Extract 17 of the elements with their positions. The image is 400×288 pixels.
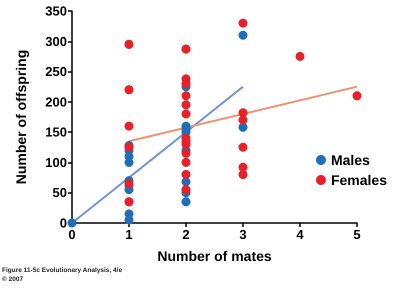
y-tick-label: 100 (45, 154, 67, 170)
x-tick-label: 4 (296, 227, 304, 242)
x-tick-label: 2 (182, 227, 190, 242)
y-tick-label: 200 (45, 94, 67, 110)
y-tick-label: 50 (52, 185, 67, 200)
y-tick-label: 0 (60, 216, 67, 230)
y-tick-label: 250 (45, 64, 67, 80)
x-tick-label: 1 (125, 227, 133, 242)
x-tick-label: 3 (239, 227, 247, 242)
legend-label: Males (330, 152, 370, 168)
legend-label: Females (330, 172, 388, 188)
y-tick-label: 150 (45, 124, 67, 140)
y-tick-label: 350 (45, 4, 67, 18)
x-tick-label: 5 (353, 227, 361, 242)
y-axis-title: Number of offspring (13, 50, 29, 184)
y-tick-label: 300 (45, 34, 67, 49)
x-axis-title: Number of mates (157, 248, 272, 264)
